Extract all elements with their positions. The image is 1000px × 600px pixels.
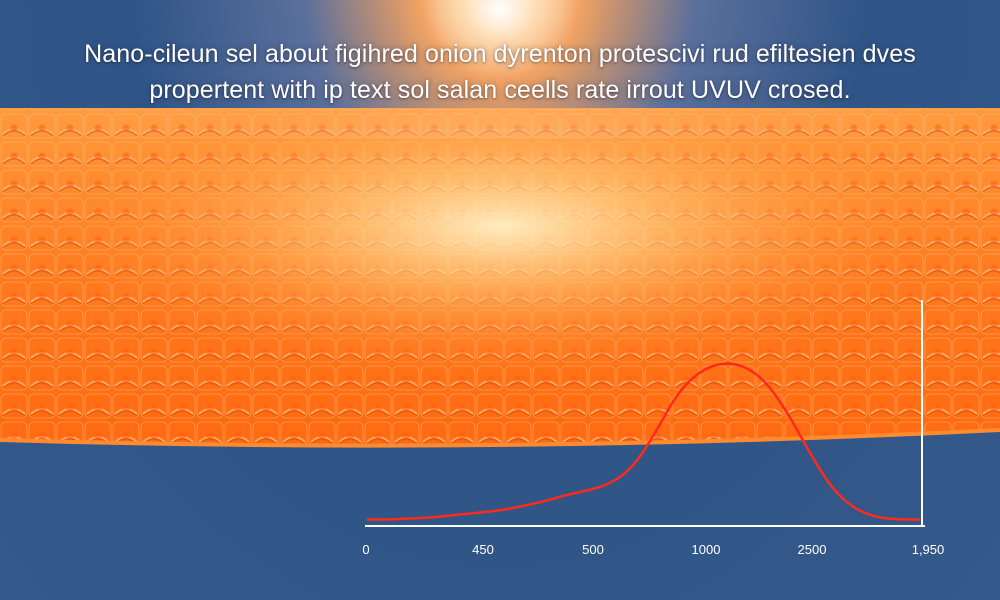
caption: Nano-cileun sel about figihred onion dyr… (0, 36, 1000, 108)
lattice-edge (0, 428, 1000, 448)
tick-layer: 0 450 500 1000 2500 1,950 (362, 542, 944, 557)
x-tick-label: 1000 (692, 542, 721, 557)
x-tick-label: 500 (582, 542, 604, 557)
lattice-highlight (0, 108, 1000, 446)
caption-line-1: Nano-cileun sel about figihred onion dyr… (84, 40, 916, 68)
spectrum-curve (367, 362, 920, 521)
x-tick-label: 450 (472, 542, 494, 557)
x-tick-label: 1,950 (912, 542, 945, 557)
x-tick-label: 0 (362, 542, 369, 557)
caption-line-2: propertent with ip text sol salan ceells… (149, 76, 851, 104)
x-tick-label: 2500 (798, 542, 827, 557)
series-layer (367, 362, 920, 521)
